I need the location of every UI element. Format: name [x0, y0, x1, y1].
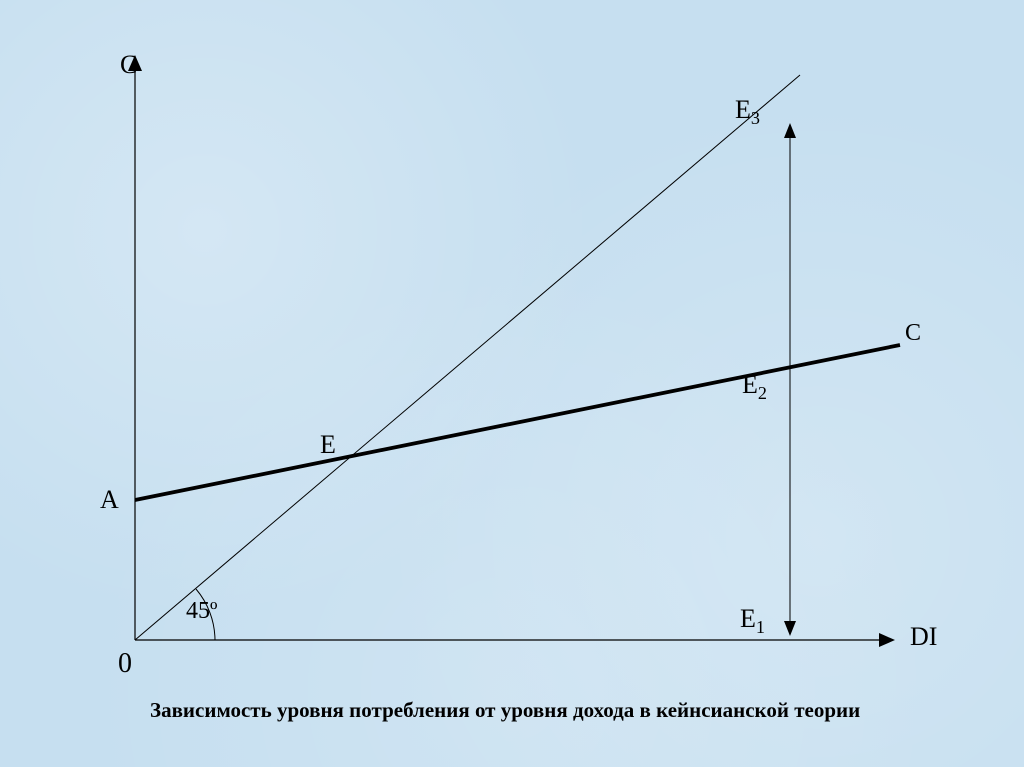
point-a-label: A [100, 485, 119, 515]
point-e2-label: E2 [742, 370, 767, 404]
point-e3-label: E3 [735, 95, 760, 129]
keynesian-consumption-chart: C DI 0 A E E1 E2 E3 C 45º Зависимость ур… [0, 0, 1024, 767]
chart-caption: Зависимость уровня потребления от уровня… [150, 698, 860, 723]
vertical-marker [784, 123, 796, 636]
x-axis [135, 633, 895, 647]
point-e1-label: E1 [740, 604, 765, 638]
x-axis-label: DI [910, 622, 937, 652]
consumption-line-label: C [905, 320, 921, 347]
forty-five-degree-line [135, 75, 800, 640]
y-axis [128, 55, 142, 640]
chart-svg [0, 0, 1024, 767]
consumption-line [135, 345, 900, 500]
point-e-label: E [320, 430, 336, 460]
y-axis-label: C [120, 50, 137, 80]
origin-label: 0 [118, 648, 132, 680]
angle-label: 45º [186, 598, 217, 625]
